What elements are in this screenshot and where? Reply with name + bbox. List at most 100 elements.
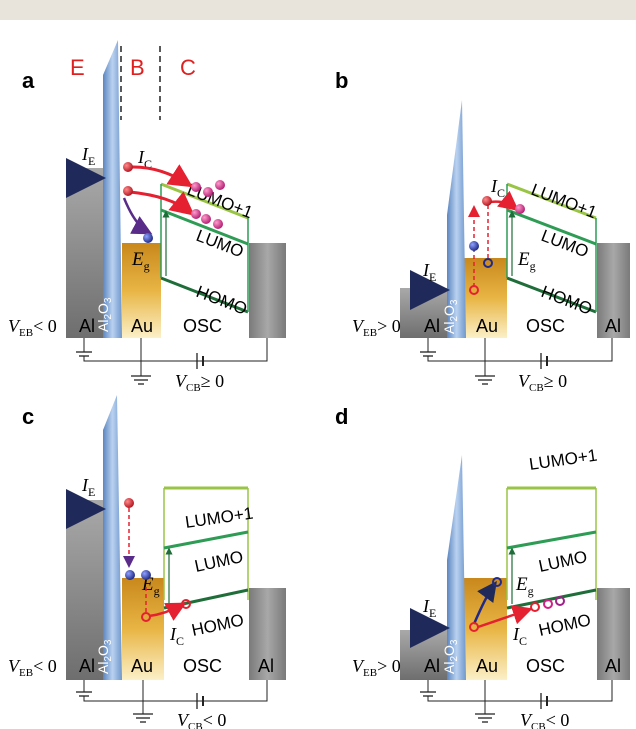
right-aluminum-electrode — [249, 243, 286, 338]
electron — [191, 182, 201, 192]
panel-letter: d — [335, 404, 348, 429]
oxide-label: Al2O3 — [441, 299, 460, 334]
gold-base — [122, 243, 161, 338]
collector-current-label: IC — [512, 624, 527, 648]
right-aluminum-electrode — [597, 588, 630, 680]
vcb-label: VCB≥ 0 — [518, 371, 567, 394]
electron — [213, 219, 223, 229]
hot-electron-arrow-lower — [129, 190, 195, 216]
region-label-e: E — [70, 55, 85, 80]
electron — [191, 209, 201, 219]
osc-region — [161, 184, 248, 338]
emitter-current-label: IE — [81, 475, 95, 499]
emitter-current-label: IE — [422, 596, 436, 620]
gold-base — [464, 258, 507, 338]
right-electrode-label: Al — [605, 656, 621, 676]
homo-band — [160, 276, 249, 314]
homo-band — [163, 588, 249, 610]
circuit-wire — [427, 338, 613, 362]
left-electrode-label: Al — [424, 316, 440, 336]
osc-label: OSC — [526, 656, 565, 676]
oxide-barrier — [103, 395, 122, 680]
emitter-current-label: IE — [81, 144, 95, 168]
collector-current-label: IC — [169, 624, 184, 648]
hole — [483, 258, 493, 268]
osc-label: OSC — [183, 316, 222, 336]
electron — [143, 233, 153, 243]
right-aluminum-electrode — [597, 243, 630, 338]
hole — [543, 599, 553, 609]
panel-a: a E B C LUMO+1 LUMO HOMO Eg IE IC — [8, 40, 286, 394]
energy-gap-label: Eg — [131, 249, 150, 273]
lumo-label: LUMO — [537, 547, 589, 576]
electron — [215, 180, 225, 190]
hot-electron-arrow — [489, 190, 519, 212]
osc-label: OSC — [183, 656, 222, 676]
hole — [469, 285, 479, 295]
hot-electron-arrow-upper — [129, 164, 194, 188]
panel-b: b LUMO+1 LUMO HOMO Eg IE IC Al2O3 Al Au … — [335, 68, 630, 394]
panel-letter: c — [22, 404, 34, 429]
hole — [181, 599, 191, 609]
electron-vacancy — [492, 577, 502, 587]
oxide-barrier — [447, 100, 466, 338]
vcb-label: VCB< 0 — [177, 710, 226, 729]
hole-injection-arrow — [477, 605, 533, 629]
veb-label: VEB> 0 — [352, 656, 401, 679]
lumo-band — [506, 208, 597, 246]
lumo-label: LUMO — [193, 547, 245, 576]
oxide-label: Al2O3 — [441, 639, 460, 674]
gold-label: Au — [131, 656, 153, 676]
energy-gap-label: Eg — [517, 249, 536, 273]
circuit-wire — [83, 680, 268, 702]
lumo-plus1-label: LUMO+1 — [529, 180, 600, 222]
hole-injection-arrow — [148, 602, 187, 621]
oxide-label: Al2O3 — [95, 639, 114, 674]
energy-gap-label: Eg — [515, 574, 534, 598]
lumo-plus1-label: LUMO+1 — [184, 504, 254, 532]
veb-label: VEB< 0 — [8, 316, 57, 339]
lumo-plus1-band — [506, 182, 597, 220]
region-label-c: C — [180, 55, 196, 80]
homo-label: HOMO — [537, 610, 593, 640]
top-strip — [0, 0, 636, 20]
electron — [141, 570, 151, 580]
gold-label: Au — [476, 656, 498, 676]
lumo-band — [506, 530, 597, 550]
electron — [123, 162, 133, 172]
collector-current-label: IC — [490, 176, 505, 200]
homo-band — [506, 588, 597, 610]
electron — [125, 570, 135, 580]
electron — [123, 186, 133, 196]
left-electrode-label: Al — [424, 656, 440, 676]
panel-d: d LUMO+1 LUMO HOMO Eg IE IC Al2O3 Al Au … — [335, 404, 630, 729]
oxide-label: Al2O3 — [95, 297, 114, 332]
hole — [141, 612, 151, 622]
collector-current-label: IC — [137, 147, 152, 171]
homo-band — [506, 276, 597, 314]
lumo-plus1-label: LUMO+1 — [528, 446, 598, 474]
oxide-barrier — [447, 455, 466, 680]
electron — [203, 187, 213, 197]
circuit-wire — [427, 680, 613, 702]
circuit-wire — [83, 338, 268, 362]
gold-label: Au — [476, 316, 498, 336]
panel-c: c LUMO+1 LUMO HOMO Eg IE IC Al2O3 Al Au … — [8, 395, 286, 729]
electron — [482, 196, 492, 206]
homo-label: HOMO — [539, 282, 595, 319]
vcb-label: VCB≥ 0 — [175, 371, 224, 394]
vcb-label: VCB< 0 — [520, 710, 569, 729]
oxide-barrier — [103, 40, 122, 338]
panel-letter: a — [22, 68, 35, 93]
left-aluminum-electrode — [66, 500, 106, 680]
electron — [469, 241, 479, 251]
gold-label: Au — [131, 316, 153, 336]
hole — [555, 596, 565, 606]
right-electrode-label: Al — [605, 316, 621, 336]
electron — [201, 214, 211, 224]
electron — [124, 498, 134, 508]
hole — [530, 602, 540, 612]
hole — [469, 622, 479, 632]
relaxation-arrow — [122, 197, 153, 235]
